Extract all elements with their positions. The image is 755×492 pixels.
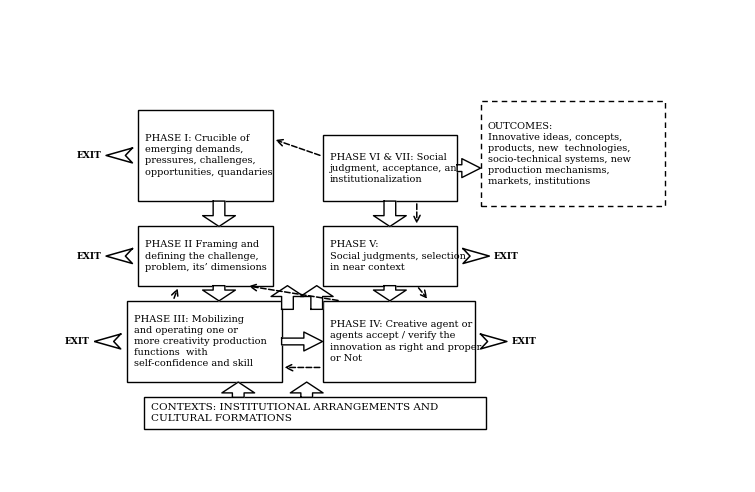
FancyBboxPatch shape xyxy=(127,301,282,382)
FancyBboxPatch shape xyxy=(144,398,486,430)
Text: EXIT: EXIT xyxy=(65,337,90,346)
FancyBboxPatch shape xyxy=(322,301,475,382)
Polygon shape xyxy=(202,286,236,301)
FancyBboxPatch shape xyxy=(480,101,665,206)
Polygon shape xyxy=(291,382,323,398)
Text: OUTCOMES:
Innovative ideas, concepts,
products, new  technologies,
socio-technic: OUTCOMES: Innovative ideas, concepts, pr… xyxy=(488,122,630,186)
Polygon shape xyxy=(202,201,236,226)
FancyBboxPatch shape xyxy=(138,226,273,286)
Text: EXIT: EXIT xyxy=(76,151,101,160)
Text: PHASE VI & VII: Social
judgment, acceptance, and
institutionalization: PHASE VI & VII: Social judgment, accepta… xyxy=(330,153,464,184)
Polygon shape xyxy=(374,201,406,226)
Polygon shape xyxy=(457,158,480,178)
Text: EXIT: EXIT xyxy=(76,251,101,261)
Text: PHASE II Framing and
defining the challenge,
problem, its’ dimensions: PHASE II Framing and defining the challe… xyxy=(145,241,267,272)
Text: EXIT: EXIT xyxy=(494,251,519,261)
Polygon shape xyxy=(282,332,322,351)
Polygon shape xyxy=(222,382,254,398)
Polygon shape xyxy=(271,286,304,309)
FancyBboxPatch shape xyxy=(322,135,457,201)
Text: PHASE I: Crucible of
emerging demands,
pressures, challenges,
opportunities, qua: PHASE I: Crucible of emerging demands, p… xyxy=(145,134,273,177)
Text: CONTEXTS: INSTITUTIONAL ARRANGEMENTS AND
CULTURAL FORMATIONS: CONTEXTS: INSTITUTIONAL ARRANGEMENTS AND… xyxy=(151,403,439,424)
FancyBboxPatch shape xyxy=(138,110,273,201)
Text: PHASE IV: Creative agent or
agents accept / verify the
innovation as right and p: PHASE IV: Creative agent or agents accep… xyxy=(330,320,481,363)
Text: PHASE V:
Social judgments, selection
in near context: PHASE V: Social judgments, selection in … xyxy=(330,241,466,272)
Text: PHASE III: Mobilizing
and operating one or
more creativity production
functions : PHASE III: Mobilizing and operating one … xyxy=(134,315,267,368)
Polygon shape xyxy=(300,286,333,309)
FancyBboxPatch shape xyxy=(322,226,457,286)
Polygon shape xyxy=(374,286,406,301)
Text: EXIT: EXIT xyxy=(512,337,537,346)
